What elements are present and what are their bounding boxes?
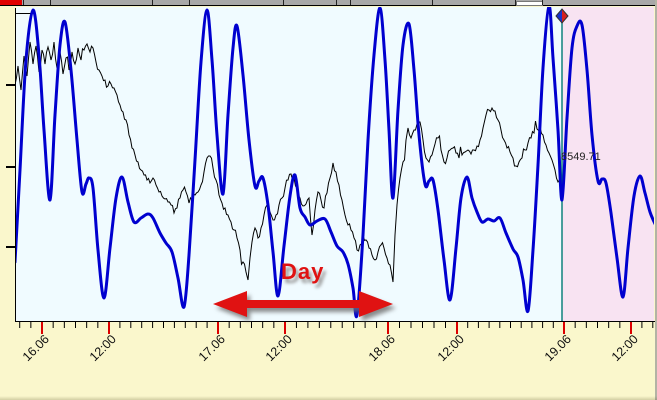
cycle-peak-marker	[555, 8, 569, 24]
window-right-edge	[655, 0, 657, 400]
top-strip-separator	[432, 0, 433, 5]
top-strip-separator	[542, 0, 543, 5]
cycle-forecast-line	[16, 7, 654, 319]
last-price-label: 8549.71	[561, 151, 601, 163]
top-strip-separator	[152, 0, 153, 5]
window-bottom-shade	[0, 396, 657, 400]
day-span-arrow[interactable]	[213, 291, 393, 317]
top-strip-separator	[50, 0, 51, 5]
cycle-marker-left	[556, 9, 562, 23]
future-projection-region	[562, 7, 654, 321]
plot-area[interactable]	[16, 7, 654, 321]
top-strip-separator	[189, 0, 190, 5]
top-strip-separator	[515, 0, 516, 5]
top-strip-separator	[350, 0, 351, 5]
window-top-strip	[0, 0, 657, 6]
day-cycle-annotation[interactable]: Day	[281, 259, 325, 284]
top-strip-separator	[23, 0, 24, 5]
top-strip-red-block	[0, 0, 22, 5]
top-strip-separator	[283, 0, 284, 5]
price-line	[16, 41, 562, 283]
top-strip-separator	[336, 0, 337, 5]
cycle-marker-right	[562, 9, 568, 23]
